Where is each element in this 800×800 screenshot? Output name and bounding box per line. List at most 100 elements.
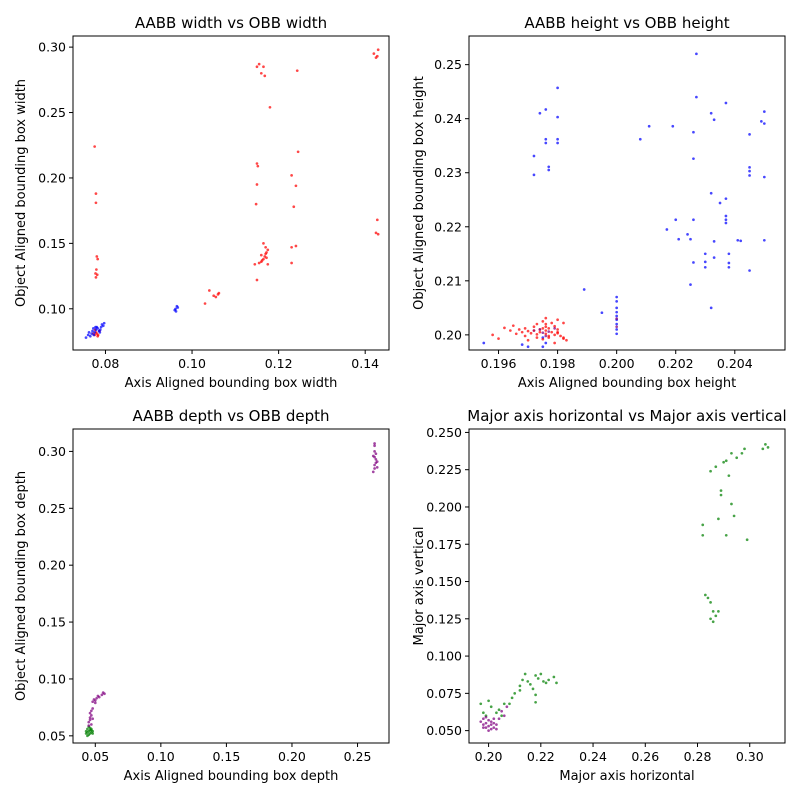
data-point — [482, 341, 486, 345]
x-tick-label: 0.08 — [92, 356, 120, 371]
data-point — [502, 714, 506, 718]
data-point — [487, 729, 490, 732]
data-point — [550, 330, 554, 334]
data-point — [547, 165, 551, 169]
data-point — [489, 727, 493, 731]
data-point — [748, 165, 751, 169]
data-point — [544, 329, 548, 332]
data-point — [93, 699, 97, 702]
data-point — [553, 341, 556, 345]
y-tick-label: 0.200 — [426, 499, 462, 514]
subplot-title: AABB depth vs OBB depth — [133, 407, 330, 425]
data-point — [374, 231, 378, 235]
data-point — [748, 269, 751, 272]
y-tick-label: 0.10 — [38, 301, 66, 316]
data-point — [487, 699, 490, 703]
x-tick-label: 0.05 — [81, 749, 109, 764]
data-point — [541, 327, 545, 330]
data-point — [556, 328, 559, 331]
data-point — [526, 338, 530, 342]
y-tick-label: 0.10 — [38, 671, 66, 686]
data-point — [511, 324, 515, 328]
data-point — [290, 245, 293, 249]
y-tick-label: 0.20 — [38, 558, 66, 573]
data-point — [541, 337, 545, 341]
data-point — [541, 331, 545, 335]
data-point — [695, 95, 698, 99]
data-point — [513, 692, 517, 695]
data-point — [730, 502, 733, 506]
x-tick-label: 0.28 — [684, 749, 712, 764]
data-point — [482, 723, 485, 727]
data-point — [727, 261, 731, 265]
data-point — [262, 65, 265, 69]
data-point — [255, 162, 259, 165]
data-point — [87, 720, 91, 724]
y-tick-label: 0.20 — [434, 327, 462, 342]
data-point — [766, 445, 770, 449]
data-point — [255, 183, 259, 186]
data-point — [292, 205, 296, 209]
data-point — [762, 238, 766, 242]
data-point — [704, 593, 707, 597]
data-point — [479, 720, 483, 724]
data-point — [96, 257, 100, 261]
data-point — [91, 729, 95, 733]
data-point — [761, 447, 765, 451]
y-tick-label: 0.05 — [38, 728, 66, 743]
data-point — [553, 327, 556, 330]
data-point — [677, 237, 681, 241]
data-point — [544, 316, 548, 320]
data-point — [518, 684, 522, 688]
data-point — [542, 680, 545, 683]
data-point — [84, 729, 88, 733]
data-point — [257, 261, 261, 265]
data-point — [523, 327, 527, 330]
y-tick-label: 0.25 — [38, 105, 66, 120]
data-point — [740, 451, 744, 455]
data-point — [254, 202, 258, 206]
y-tick-label: 0.15 — [38, 615, 66, 630]
data-point — [255, 65, 259, 69]
data-point — [91, 700, 95, 704]
scatter-points — [84, 442, 379, 738]
data-point — [556, 318, 559, 322]
data-point — [615, 314, 619, 318]
data-point — [534, 700, 537, 704]
data-point — [260, 259, 264, 262]
x-tick-label: 0.30 — [736, 749, 764, 764]
data-point — [717, 517, 720, 521]
data-point — [294, 244, 298, 248]
x-axis-label: Major axis horizontal — [559, 769, 694, 784]
data-point — [532, 325, 536, 329]
data-point — [510, 696, 514, 700]
data-point — [534, 693, 537, 697]
data-point — [709, 601, 712, 604]
data-point — [500, 709, 503, 713]
data-point — [373, 444, 376, 448]
y-tick-label: 0.225 — [426, 462, 462, 477]
data-point — [375, 465, 379, 469]
data-point — [91, 329, 94, 333]
y-tick-label: 0.175 — [426, 537, 462, 552]
data-point — [373, 467, 376, 470]
x-tick-label: 0.20 — [278, 749, 306, 764]
data-point — [727, 265, 731, 269]
y-axis-label: Object Aligned bounding box width — [14, 79, 29, 307]
data-point — [535, 332, 539, 336]
x-tick-label: 0.26 — [631, 749, 659, 764]
data-point — [266, 262, 270, 266]
data-point — [615, 325, 619, 329]
data-point — [724, 101, 728, 105]
x-axis-label: Axis Aligned bounding box height — [518, 376, 736, 391]
data-point — [722, 460, 725, 464]
data-point — [615, 310, 619, 314]
x-tick-label: 0.25 — [344, 749, 372, 764]
data-point — [709, 111, 713, 115]
data-point — [97, 695, 101, 699]
data-point — [100, 693, 104, 697]
x-tick-label: 0.10 — [147, 749, 175, 764]
data-point — [88, 711, 92, 715]
data-point — [484, 715, 488, 719]
data-point — [762, 175, 766, 179]
